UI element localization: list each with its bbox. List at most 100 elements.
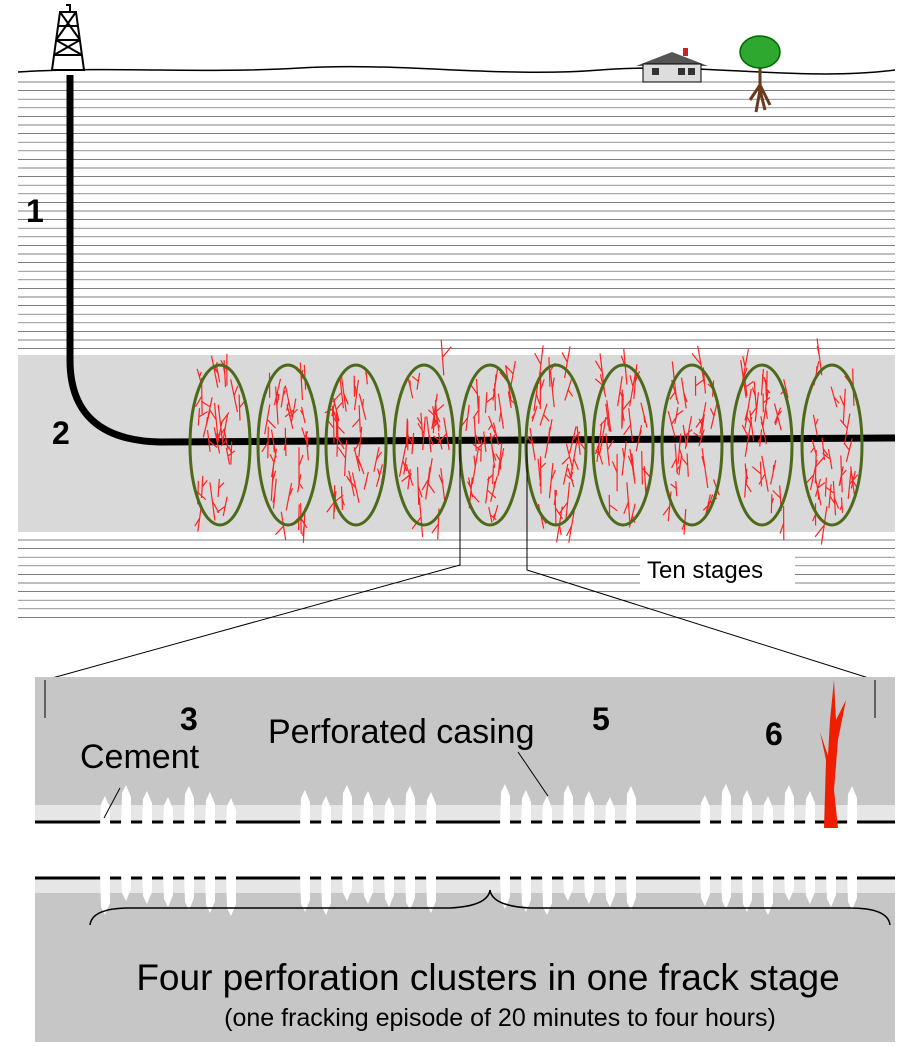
perforation bbox=[563, 874, 573, 901]
perforation bbox=[700, 795, 710, 826]
casing-interior bbox=[35, 822, 895, 878]
perforation bbox=[142, 791, 152, 826]
caption-title: Four perforation clusters in one frack s… bbox=[136, 957, 839, 998]
perforation bbox=[121, 874, 131, 901]
perforation bbox=[826, 874, 836, 907]
marker: 2 bbox=[52, 415, 70, 451]
perforation bbox=[142, 874, 152, 904]
perforation bbox=[500, 784, 510, 826]
perforation bbox=[426, 874, 436, 913]
perforation bbox=[605, 797, 615, 826]
perforation bbox=[605, 874, 615, 907]
perforation bbox=[721, 874, 731, 909]
zoom-lines bbox=[44, 440, 876, 681]
perforation bbox=[626, 874, 636, 910]
stage-ellipse bbox=[392, 363, 456, 527]
marker: 3 bbox=[180, 701, 198, 737]
perforation bbox=[121, 785, 131, 826]
perforation bbox=[163, 797, 173, 826]
stage-ellipse bbox=[524, 363, 588, 527]
perforation bbox=[563, 785, 573, 826]
stages bbox=[188, 338, 864, 545]
caption-subtitle: (one fracking episode of 20 minutes to f… bbox=[224, 1004, 776, 1032]
casing-label: Perforated casing bbox=[268, 713, 535, 751]
pointer bbox=[103, 751, 549, 819]
perforation bbox=[184, 786, 194, 826]
perforation bbox=[405, 874, 415, 910]
tree bbox=[739, 35, 781, 113]
derrick bbox=[50, 4, 86, 71]
perforation bbox=[721, 784, 731, 826]
marker: 5 bbox=[592, 701, 610, 737]
wellbore bbox=[66, 75, 896, 446]
stage-ellipse bbox=[256, 363, 320, 527]
perforation bbox=[805, 874, 815, 904]
perforation bbox=[184, 874, 194, 910]
perforation bbox=[521, 874, 531, 912]
perforation bbox=[342, 874, 352, 901]
perforation bbox=[763, 796, 773, 826]
perforation bbox=[763, 874, 773, 915]
stage bbox=[392, 339, 456, 540]
perforation bbox=[784, 785, 794, 826]
fracture bbox=[820, 680, 846, 828]
bracket bbox=[44, 680, 876, 718]
perforation bbox=[384, 874, 394, 907]
perforation bbox=[700, 874, 710, 906]
perforation bbox=[226, 798, 236, 826]
perforation bbox=[805, 791, 815, 826]
brace bbox=[89, 889, 891, 926]
perforation bbox=[363, 874, 373, 904]
perforation bbox=[205, 792, 215, 826]
strata bbox=[18, 81, 895, 618]
stage bbox=[524, 345, 588, 543]
stage-ellipse bbox=[324, 363, 388, 527]
stage-ellipse bbox=[591, 363, 655, 527]
fractures bbox=[594, 348, 652, 528]
perforation bbox=[742, 874, 752, 912]
perforations bbox=[100, 784, 857, 916]
perforation bbox=[405, 786, 415, 826]
perforation bbox=[542, 796, 552, 826]
perforation bbox=[363, 791, 373, 826]
marker: 1 bbox=[26, 193, 44, 229]
perforation bbox=[163, 874, 173, 907]
perforation bbox=[321, 874, 331, 915]
stage bbox=[188, 353, 252, 532]
stage-ellipse bbox=[730, 363, 794, 527]
stage bbox=[256, 362, 320, 543]
ground-line bbox=[17, 65, 896, 75]
stage-ellipse bbox=[800, 363, 864, 527]
perforation bbox=[847, 786, 857, 826]
perforation bbox=[426, 792, 436, 826]
stage bbox=[660, 345, 724, 535]
fractures bbox=[398, 339, 452, 540]
house bbox=[636, 48, 708, 83]
stage bbox=[730, 349, 794, 541]
fractures bbox=[740, 349, 789, 541]
perforation bbox=[300, 874, 310, 912]
perforation bbox=[847, 874, 857, 910]
fractures bbox=[805, 338, 859, 545]
perforation bbox=[784, 874, 794, 901]
perforation bbox=[384, 797, 394, 826]
label-bg bbox=[640, 556, 795, 584]
perforation bbox=[542, 874, 552, 915]
marker: 6 bbox=[765, 716, 783, 752]
perforation bbox=[321, 796, 331, 826]
perforation bbox=[584, 874, 594, 904]
stage bbox=[324, 363, 388, 527]
perforation bbox=[300, 790, 310, 826]
perforation bbox=[226, 874, 236, 916]
perforation bbox=[100, 874, 110, 915]
perforation bbox=[742, 790, 752, 826]
cement-label: Cement bbox=[80, 738, 200, 776]
perforation bbox=[205, 874, 215, 913]
perforation bbox=[342, 785, 352, 826]
stage bbox=[591, 348, 655, 528]
ten-stages-label: Ten stages bbox=[647, 557, 763, 584]
perforation bbox=[584, 791, 594, 826]
perforation bbox=[626, 786, 636, 826]
